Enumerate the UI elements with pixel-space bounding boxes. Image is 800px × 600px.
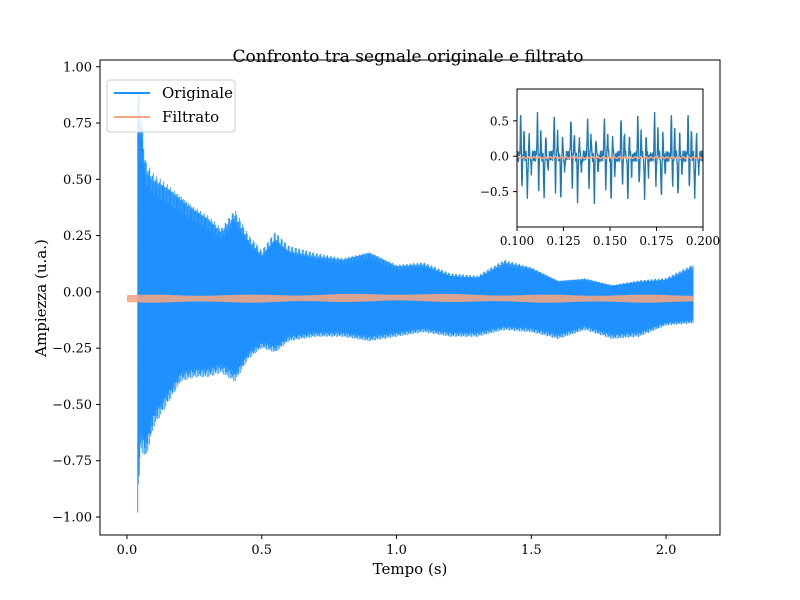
legend: Originale Filtrato — [106, 79, 236, 133]
y-tick-label: 0.50 — [63, 173, 92, 188]
inset-y-tick-label: 0.5 — [490, 114, 509, 128]
legend-label-filtrato: Filtrato — [162, 108, 219, 126]
inset-x-axis: 0.100 0.125 0.150 0.175 0.200 — [500, 227, 720, 248]
x-axis-label: Tempo (s) — [373, 560, 448, 578]
inset-y-axis: 0.5 0.0 −0.5 — [480, 114, 517, 199]
inset-y-tick-label: −0.5 — [480, 185, 509, 199]
main-y-axis: 1.00 0.75 0.50 0.25 0.00 −0.25 −0.50 −0.75 −1.00 — [52, 60, 100, 525]
chart-title: Confronto tra segnale originale e filtra… — [233, 47, 584, 67]
inset-x-tick-label: 0.150 — [593, 234, 627, 248]
main-plot: 0.0 0.5 1.0 1.5 2.0 1.00 0.75 0.50 0.25 0.00 −0.2… — [52, 59, 721, 558]
y-axis-label: Ampiezza (u.a.) — [32, 239, 50, 358]
inset-x-tick-label: 0.125 — [546, 234, 580, 248]
y-tick-label: −1.00 — [52, 510, 92, 525]
inset-x-tick-label: 0.100 — [500, 234, 534, 248]
x-tick-label: 1.0 — [386, 543, 407, 558]
y-tick-label: 0.25 — [63, 229, 92, 244]
main-axes-frame — [99, 59, 721, 536]
x-tick-label: 0.5 — [251, 543, 272, 558]
series-filtrato-line — [126, 293, 694, 303]
y-tick-label: 1.00 — [63, 60, 92, 75]
x-tick-label: 0.0 — [117, 543, 138, 558]
y-tick-label: 0.75 — [63, 117, 92, 132]
x-tick-label: 2.0 — [656, 543, 677, 558]
y-tick-label: −0.50 — [52, 398, 92, 413]
legend-label-originale: Originale — [162, 84, 233, 102]
y-tick-label: −0.75 — [52, 454, 92, 469]
x-tick-label: 1.5 — [521, 543, 542, 558]
inset-plot: 0.100 0.125 0.150 0.175 0.200 0.5 0.0 −0.5 — [480, 88, 720, 248]
y-tick-label: 0.00 — [63, 285, 92, 300]
inset-x-tick-label: 0.200 — [686, 234, 720, 248]
inset-y-tick-label: 0.0 — [490, 150, 509, 164]
inset-x-tick-label: 0.175 — [639, 234, 673, 248]
inset-series-filtrato-line — [517, 155, 703, 160]
main-x-axis: 0.0 0.5 1.0 1.5 2.0 — [117, 535, 677, 558]
y-tick-label: −0.25 — [52, 342, 92, 357]
